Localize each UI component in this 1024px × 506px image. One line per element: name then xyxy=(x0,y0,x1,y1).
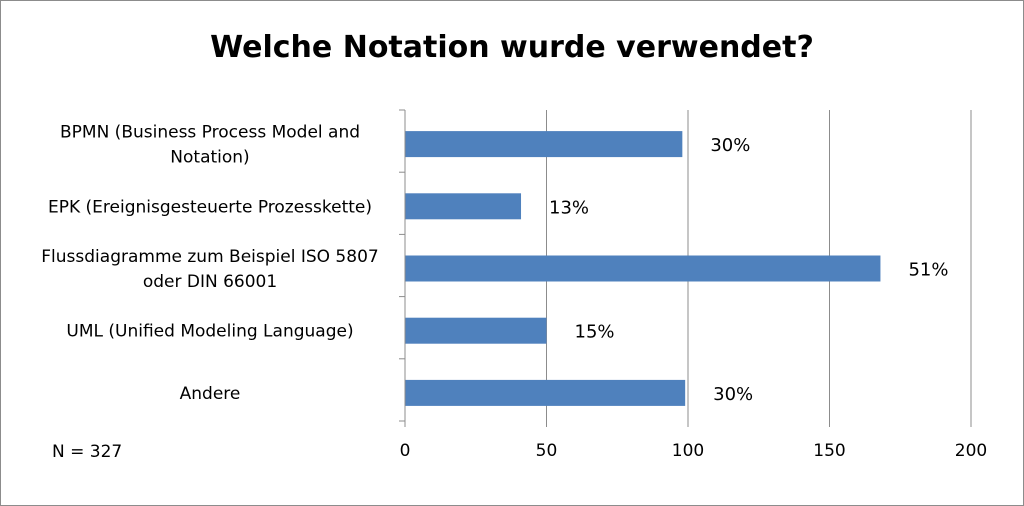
category-label: UML (Unified Modeling Language) xyxy=(66,322,353,342)
label-layer: 0 50 100 150 200 30% BPMN (Business Process Mo… xyxy=(41,123,987,461)
data-label: 13% xyxy=(549,197,589,218)
x-tick-label: 200 xyxy=(955,441,987,461)
category-label: BPMN (Business Process Model and xyxy=(60,123,360,143)
bar xyxy=(405,193,522,220)
data-label: 51% xyxy=(908,260,948,281)
category-label: Notation) xyxy=(170,148,249,168)
bar xyxy=(405,379,686,406)
x-tick-label: 50 xyxy=(536,441,558,461)
data-label: 30% xyxy=(710,135,750,156)
chart-title: Welche Notation wurde verwendet? xyxy=(210,30,814,65)
x-tick-label: 100 xyxy=(672,441,704,461)
x-tick-label: 0 xyxy=(400,441,411,461)
category-label: oder DIN 66001 xyxy=(143,272,277,292)
bar-layer xyxy=(405,131,881,406)
category-label: Andere xyxy=(180,384,241,404)
bar xyxy=(405,317,547,344)
data-label: 15% xyxy=(575,322,615,343)
sample-size-note: N = 327 xyxy=(52,442,122,462)
category-label: Flussdiagramme zum Beispiel ISO 5807 xyxy=(41,247,378,267)
bar xyxy=(405,255,881,282)
axis-layer xyxy=(399,109,972,427)
bar xyxy=(405,131,683,158)
category-label: EPK (Ereignisgesteuerte Prozesskette) xyxy=(48,197,372,217)
x-tick-label: 150 xyxy=(813,441,845,461)
data-label: 30% xyxy=(713,384,753,405)
